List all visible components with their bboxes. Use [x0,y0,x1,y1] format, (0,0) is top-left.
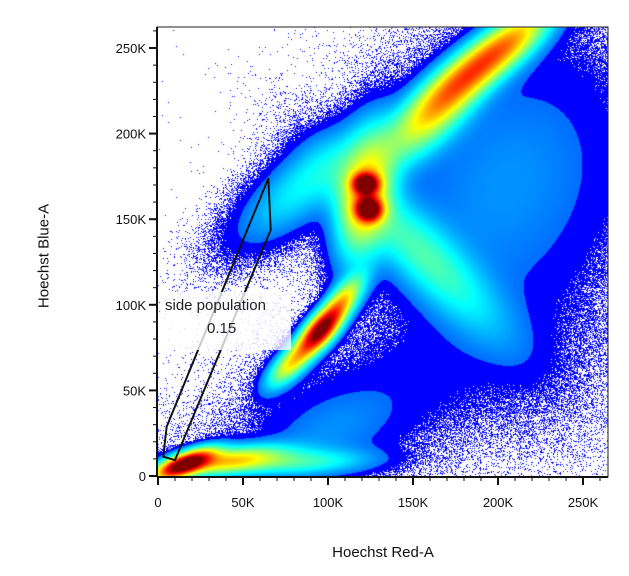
y-axis: 0 50K 100K 150K 200K 250K [116,27,158,484]
plot-frame [156,26,609,478]
y-tick-label: 200K [116,127,147,142]
x-tick-label: 100K [313,495,344,510]
x-tick-label: 0 [154,495,161,510]
y-tick-label: 250K [116,41,147,56]
x-axis: 0 50K 100K 150K 200K 250K [154,476,608,510]
y-tick-label: 50K [123,383,146,398]
x-axis-title: Hoechst Red-A [332,544,434,561]
side-population-gate[interactable] [162,177,272,462]
density-plot-area [157,27,608,477]
gate-label-background [161,292,291,350]
y-tick-label: 150K [116,212,147,227]
x-tick-label: 250K [568,495,599,510]
x-tick-label: 150K [398,495,429,510]
gate-percent: 0.15 [207,320,237,337]
y-axis-title: Hoechst Blue-A [35,203,53,309]
x-tick-label: 50K [231,495,254,510]
y-tick-label: 0 [139,469,146,484]
y-tick-label: 100K [116,298,147,313]
x-tick-label: 200K [483,495,514,510]
gate-name: side population [165,297,266,314]
